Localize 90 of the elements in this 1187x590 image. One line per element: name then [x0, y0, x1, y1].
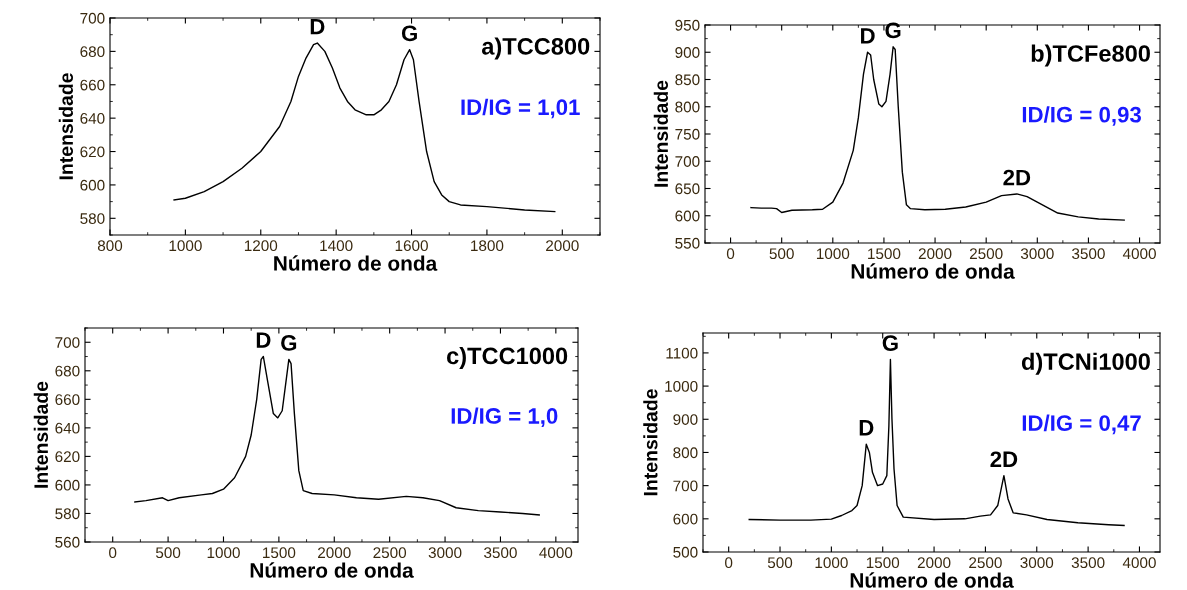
- x-axis-title: Número de onda: [851, 263, 1015, 279]
- x-tick-label: 1500: [868, 248, 901, 260]
- y-tick-label: 750: [675, 128, 700, 140]
- x-tick-label: 500: [769, 248, 794, 260]
- x-tick-label: 1000: [815, 557, 848, 569]
- y-tick-label: 600: [675, 210, 700, 222]
- annotation: ID/IG = 0,47: [1022, 414, 1141, 435]
- y-tick-label: 580: [55, 508, 80, 520]
- y-tick-label: 580: [80, 213, 105, 224]
- annotation: 2D: [990, 451, 1018, 467]
- x-tick-label: 4000: [1122, 557, 1156, 569]
- x-tick-label: 3500: [1071, 557, 1105, 569]
- x-tick-label: 3500: [484, 547, 517, 559]
- annotation: ID/IG = 1,01: [461, 98, 580, 119]
- y-axis-title: Intensidade: [643, 389, 658, 496]
- y-tick-label: 900: [673, 414, 698, 425]
- y-tick-label: 800: [673, 447, 698, 459]
- y-tick-label: 620: [55, 451, 80, 463]
- x-tick-label: 1200: [244, 240, 278, 252]
- x-tick-label: 2500: [969, 557, 1002, 569]
- x-tick-label: 1800: [471, 240, 504, 252]
- annotation: G: [885, 22, 901, 39]
- x-tick-label: 3000: [428, 547, 462, 559]
- y-tick-label: 660: [55, 394, 80, 406]
- x-tick-label: 3500: [1072, 248, 1105, 260]
- y-tick-label: 700: [675, 156, 700, 167]
- y-tick-label: 950: [675, 19, 700, 31]
- annotation: c)TCC1000: [447, 346, 568, 369]
- y-tick-label: 650: [675, 183, 700, 195]
- x-tick-label: 0: [109, 547, 117, 559]
- annotation: G: [882, 335, 898, 351]
- y-tick-label: 560: [55, 536, 80, 548]
- x-tick-label: 2500: [969, 248, 1003, 260]
- y-tick-label: 640: [80, 113, 105, 124]
- x-tick-label: 1000: [816, 248, 850, 260]
- annotation: a)TCC800: [481, 37, 590, 60]
- y-tick-label: 1000: [665, 380, 698, 392]
- x-tick-label: 500: [155, 547, 181, 559]
- annotation: D: [256, 332, 271, 348]
- annotation: D: [861, 28, 875, 44]
- y-tick-label: 850: [675, 74, 700, 86]
- annotation: ID/IG = 0,93: [1022, 106, 1141, 126]
- x-tick-label: 2000: [318, 547, 351, 559]
- x-tick-label: 4000: [539, 547, 573, 559]
- y-tick-label: 800: [675, 101, 700, 113]
- y-axis-title: Intensidade: [58, 73, 74, 180]
- annotation: G: [281, 335, 297, 351]
- x-tick-label: 1600: [395, 240, 428, 252]
- y-tick-label: 680: [80, 46, 105, 58]
- x-tick-label: 0: [725, 557, 733, 569]
- annotation: d)TCNi1000: [1021, 352, 1150, 375]
- x-tick-label: 1400: [320, 240, 353, 252]
- y-tick-label: 680: [55, 365, 80, 377]
- x-tick-label: 3000: [1020, 248, 1054, 260]
- x-tick-label: 1000: [169, 240, 202, 252]
- x-tick-label: 2000: [918, 248, 952, 260]
- y-axis-title: Intensidade: [653, 80, 669, 187]
- x-tick-label: 0: [726, 248, 735, 260]
- annotation: 2D: [1003, 169, 1031, 186]
- x-tick-label: 1500: [866, 557, 900, 569]
- y-tick-label: 660: [80, 79, 105, 91]
- x-tick-label: 1500: [263, 547, 296, 559]
- x-axis-title: Número de onda: [250, 562, 414, 578]
- y-tick-label: 640: [55, 422, 80, 434]
- annotation: ID/IG = 1,0: [451, 407, 558, 428]
- annotation: D: [859, 420, 874, 436]
- y-tick-label: 600: [80, 179, 105, 191]
- y-tick-label: 620: [80, 146, 105, 158]
- x-tick-label: 4000: [1122, 248, 1156, 260]
- x-axis-title: Número de onda: [274, 255, 438, 271]
- y-tick-label: 550: [675, 237, 700, 249]
- y-tick-label: 700: [80, 12, 105, 24]
- x-tick-label: 2000: [546, 240, 579, 252]
- x-tick-label: 2000: [917, 557, 951, 569]
- annotation: G: [401, 25, 417, 42]
- x-axis-title: Número de onda: [850, 572, 1014, 588]
- x-tick-label: 3000: [1020, 557, 1054, 569]
- y-tick-label: 600: [673, 513, 698, 525]
- y-tick-label: 1100: [666, 347, 698, 359]
- y-tick-label: 600: [55, 479, 80, 491]
- x-tick-label: 1000: [207, 547, 240, 559]
- x-tick-label: 2500: [373, 547, 407, 559]
- x-tick-label: 500: [767, 557, 793, 569]
- y-axis-title: Intensidade: [33, 381, 49, 488]
- annotation: D: [310, 18, 325, 35]
- annotation: b)TCFe800: [1031, 44, 1150, 67]
- y-tick-label: 700: [673, 480, 698, 492]
- y-tick-label: 900: [675, 47, 700, 58]
- x-tick-label: 800: [97, 240, 123, 252]
- y-tick-label: 700: [55, 337, 80, 348]
